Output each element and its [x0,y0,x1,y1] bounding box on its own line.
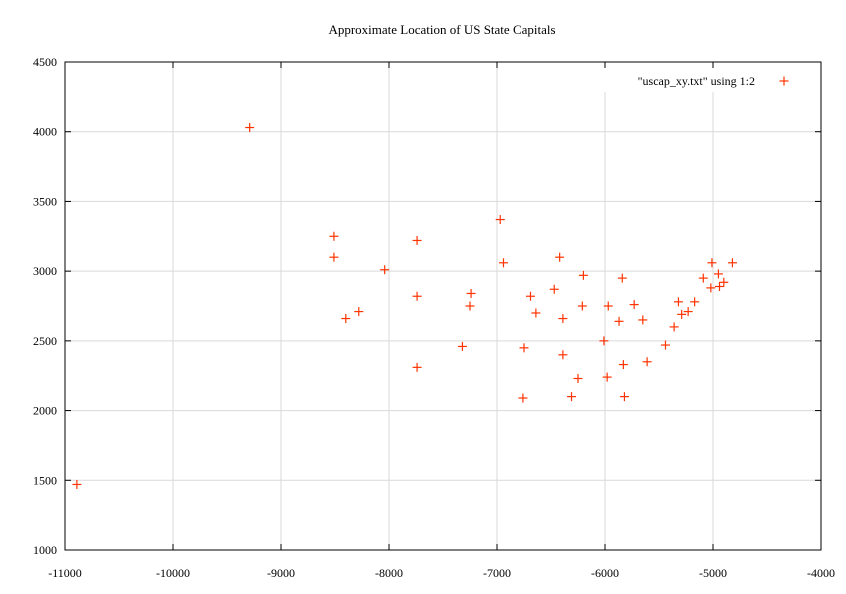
x-tick-label: -8000 [375,566,403,580]
y-tick-label: 3500 [33,194,57,208]
data-point [72,479,82,489]
x-tick-label: -6000 [591,566,619,580]
data-point [558,350,568,360]
legend-background [604,68,810,92]
y-tick-label: 1500 [33,473,57,487]
data-point [567,392,577,402]
data-point [683,307,693,317]
data-point [412,235,422,245]
data-point [673,297,683,307]
data-point [354,307,364,317]
x-axis-tick-labels: -11000 -10000 -9000 -8000 -7000 -6000 -5000 -40… [48,566,835,580]
data-point [558,314,568,324]
y-tick-label: 4500 [33,55,57,69]
data-point [617,273,627,283]
data-point [518,393,528,403]
data-point [619,392,629,402]
x-tick-label: -10000 [156,566,190,580]
data-point [555,252,565,262]
data-point [706,283,716,293]
data-point [660,340,670,350]
data-point [638,315,648,325]
data-point [669,322,679,332]
data-point [525,291,535,301]
chart-title: Approximate Location of US State Capital… [328,22,555,37]
data-point [727,258,737,268]
data-point [603,301,613,311]
data-point [707,258,717,268]
data-point [531,308,541,318]
y-tick-label: 1000 [33,543,57,557]
data-point [714,281,724,291]
data-point [578,270,588,280]
data-point [629,300,639,310]
data-point [341,314,351,324]
data-point [614,316,624,326]
data-point [412,291,422,301]
data-point [412,362,422,372]
data-point [329,231,339,241]
data-point [677,309,687,319]
grid-lines [64,61,822,551]
legend-marker [779,76,789,86]
data-point [245,123,255,133]
data-point [577,301,587,311]
data-point [329,252,339,262]
legend-label: "uscap_xy.txt" using 1:2 [638,74,755,88]
data-point [466,288,476,298]
data-point [457,341,467,351]
data-point [498,258,508,268]
x-tick-label: -11000 [48,566,82,580]
y-tick-label: 2500 [33,334,57,348]
data-point [599,336,609,346]
x-tick-label: -4000 [807,566,835,580]
data-point [719,277,729,287]
data-point [698,273,708,283]
data-point [690,297,700,307]
x-tick-label: -7000 [483,566,511,580]
data-point [642,357,652,367]
y-tick-label: 2000 [33,404,57,418]
data-point [618,360,628,370]
y-tick-label: 3000 [33,264,57,278]
y-tick-label: 4000 [33,125,57,139]
data-point [713,269,723,279]
data-point [380,265,390,275]
data-point [602,372,612,382]
data-point [495,215,505,225]
data-point [465,301,475,311]
x-tick-label: -9000 [267,566,295,580]
y-axis-tick-labels: 1000 1500 2000 2500 3000 3500 4000 4500 [33,55,57,557]
data-point [573,374,583,384]
x-tick-label: -5000 [699,566,727,580]
legend: "uscap_xy.txt" using 1:2 [604,68,810,92]
data-points [72,123,737,489]
plot-border [64,61,822,551]
data-point [549,284,559,294]
data-point [519,343,529,353]
